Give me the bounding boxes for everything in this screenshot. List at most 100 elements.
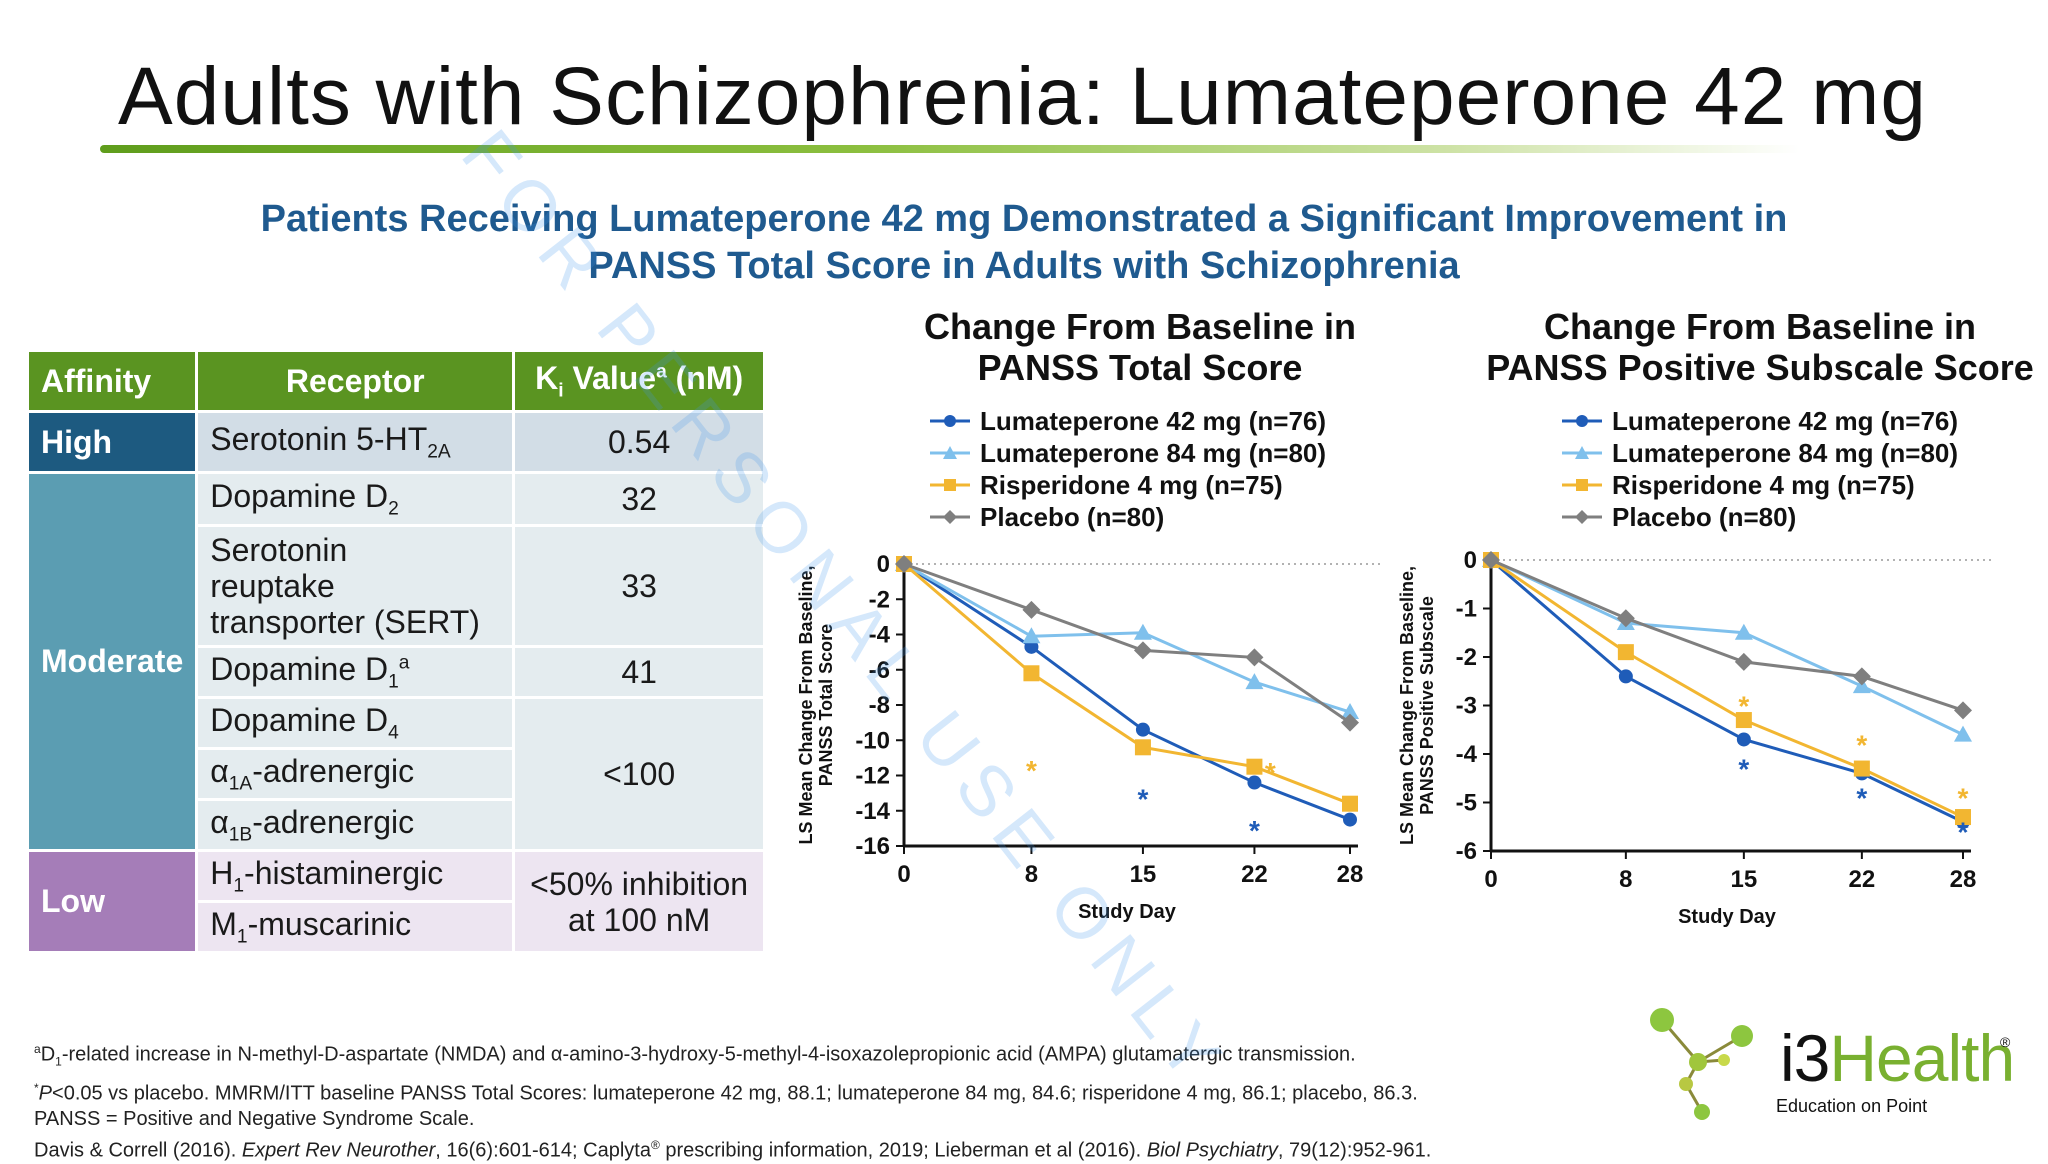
legend-swatch-diamond <box>1562 510 1602 524</box>
series-line <box>1490 558 1964 736</box>
logo-wordmark: i3Health <box>1780 1021 2015 1095</box>
x-tick-label: 0 <box>1484 866 1497 893</box>
y-tick-label: -5 <box>1456 790 1477 817</box>
table-row: High Serotonin 5-HT2A 0.54 <box>29 413 763 471</box>
logo-registered-mark: ® <box>2000 1034 2011 1050</box>
significance-asterisk: * <box>1738 754 1749 785</box>
data-point-triangle <box>1954 725 1972 742</box>
data-point-square <box>1023 665 1040 682</box>
legend-swatch-square <box>930 479 970 491</box>
x-tick-label: 15 <box>1731 866 1758 893</box>
ki-value-cell: <50% inhibition at 100 nM <box>515 852 763 951</box>
data-point-square <box>1342 795 1358 812</box>
legend-item-risperidone-4: Risperidone 4 mg (n=75) <box>1560 469 1958 501</box>
receptor-cell: α1A-adrenergic <box>198 750 513 798</box>
group-high: High <box>29 413 196 471</box>
data-point-diamond <box>1133 641 1152 660</box>
footnote-references: Davis & Correll (2016). Expert Rev Neuro… <box>34 1138 1432 1162</box>
y-tick-label: -3 <box>1456 693 1477 720</box>
series-line <box>903 562 1351 714</box>
ki-value-cell: 32 <box>515 474 763 524</box>
group-low: Low <box>29 852 196 951</box>
table-row: Dopamine D1a 41 <box>29 648 763 696</box>
logo-tagline: Education on Point <box>1776 1096 1928 1116</box>
i3health-logo-icon <box>1650 1008 1753 1120</box>
y-tick-label: -2 <box>869 586 890 613</box>
group-moderate: Moderate <box>29 474 196 849</box>
legend-swatch-triangle <box>1562 446 1602 459</box>
y-tick-label: -10 <box>855 727 890 754</box>
legend-swatch-square <box>1562 479 1602 491</box>
x-tick-label: 8 <box>1025 861 1038 888</box>
significance-asterisk: * <box>1958 817 1969 848</box>
significance-asterisk: * <box>1026 755 1037 786</box>
y-tick-label: 0 <box>1464 547 1477 574</box>
y-axis-label: PANSS Positive Subscale <box>1417 596 1437 815</box>
table-row: α1A-adrenergic <box>29 750 763 798</box>
table-row: Dopamine D4 <100 <box>29 699 763 849</box>
slide-subheading-line1: Patients Receiving Lumateperone 42 mg De… <box>260 198 1788 240</box>
y-tick-label: -1 <box>1456 596 1477 623</box>
legend-item-placebo: Placebo (n=80) <box>1560 501 1958 533</box>
data-point-diamond <box>1482 551 1500 569</box>
receptor-cell: Serotonin reuptake transporter (SERT) <box>198 527 513 645</box>
significance-asterisk: * <box>1137 783 1148 814</box>
y-tick-label: -6 <box>869 657 890 684</box>
x-axis-label: Study Day <box>1678 906 1777 928</box>
legend-item-lumateperone-42: Lumateperone 42 mg (n=76) <box>1560 405 1958 437</box>
series-line <box>903 562 1351 806</box>
table-row: α1B-adrenergic <box>29 801 763 849</box>
legend-item-risperidone-4: Risperidone 4 mg (n=75) <box>928 469 1326 501</box>
y-tick-label: -14 <box>855 798 890 825</box>
ki-value-cell: 0.54 <box>515 413 763 471</box>
receptor-cell: M1-muscarinic <box>198 903 513 951</box>
footnote-2: *P<0.05 vs placebo. MMRM/ITT baseline PA… <box>34 1080 1418 1105</box>
receptor-affinity-table: Affinity Receptor Ki Valuea (nM) High Se… <box>26 349 766 954</box>
data-point-diamond <box>1245 648 1264 667</box>
chart2-title: Change From Baseline in PANSS Positive Su… <box>1486 306 2034 388</box>
series-line <box>1490 558 1964 712</box>
x-tick-label: 22 <box>1241 861 1268 888</box>
data-point-square <box>1617 644 1634 661</box>
legend-item-lumateperone-84: Lumateperone 84 mg (n=80) <box>928 437 1326 469</box>
chart2-legend: Lumateperone 42 mg (n=76) Lumateperone 8… <box>1560 405 1958 533</box>
slide-subheading-line2: PANSS Total Score in Adults with Schizop… <box>588 245 1460 287</box>
legend-item-placebo: Placebo (n=80) <box>928 501 1326 533</box>
data-point-diamond <box>1954 701 1972 720</box>
data-point-circle <box>1343 812 1357 827</box>
data-point-circle <box>1618 669 1633 684</box>
table-header-row: Affinity Receptor Ki Valuea (nM) <box>29 352 763 410</box>
significance-asterisk: * <box>1856 729 1867 760</box>
data-point-triangle <box>1022 627 1041 644</box>
footnote-1: aD1-related increase in N-methyl-D-aspar… <box>34 1042 1356 1069</box>
legend-item-lumateperone-84: Lumateperone 84 mg (n=80) <box>1560 437 1958 469</box>
y-tick-label: -16 <box>855 833 890 860</box>
chart1-legend: Lumateperone 42 mg (n=76) Lumateperone 8… <box>928 405 1326 533</box>
y-tick-label: -4 <box>869 622 891 649</box>
x-tick-label: 0 <box>897 861 910 888</box>
header-affinity: Affinity <box>29 352 196 410</box>
data-point-triangle <box>1341 703 1359 720</box>
data-point-circle <box>1736 732 1751 747</box>
ki-value-cell: 41 <box>515 648 763 696</box>
legend-swatch-circle <box>1562 415 1602 427</box>
y-tick-label: 0 <box>877 551 890 578</box>
panss-total-line-chart: 0 -2 -4 -6 -8 -10 -12 -14 -16 0 8 15 22 28 Study Day LS… <box>796 551 1380 923</box>
data-point-circle <box>1024 639 1039 654</box>
data-point-square <box>1246 758 1263 775</box>
x-tick-label: 28 <box>1337 861 1364 888</box>
data-point-triangle <box>1734 623 1753 640</box>
significance-asterisk: * <box>1249 815 1260 846</box>
data-point-square <box>1735 712 1752 729</box>
y-tick-label: -12 <box>855 763 890 790</box>
panss-positive-line-chart: 0 -1 -2 -3 -4 -5 -6 0 8 15 22 28 Study Day LS Mean Ch… <box>1397 547 1993 928</box>
data-point-circle <box>1135 722 1150 737</box>
y-axis-label: LS Mean Change From Baseline, <box>1397 566 1417 845</box>
ki-value-cell: 33 <box>515 527 763 645</box>
data-point-diamond <box>1852 667 1871 686</box>
receptor-cell: Dopamine D1a <box>198 648 513 696</box>
significance-asterisk: * <box>1856 783 1867 814</box>
legend-swatch-diamond <box>930 510 970 524</box>
y-axis-label: PANSS Total Score <box>816 624 836 786</box>
footnotes: aD1-related increase in N-methyl-D-aspar… <box>34 1036 1431 1164</box>
